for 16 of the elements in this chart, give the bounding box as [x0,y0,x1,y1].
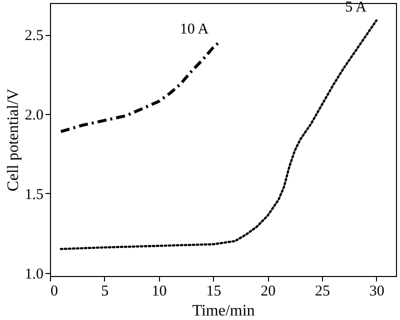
x-tick-label: 25 [315,284,330,300]
y-tick-label: 2.0 [24,108,44,124]
line-series [59,41,220,134]
x-tick-label: 5 [101,284,109,300]
y-tick-label: 1.0 [24,266,44,282]
series-label: 10 A [180,22,209,38]
x-tick-label: 15 [206,284,222,300]
y-tick-label: 2.5 [24,28,44,44]
line-series [60,19,378,250]
y-axis-title: Cell potential/V [4,88,22,192]
x-tick-label: 30 [369,284,384,300]
x-tick-label: 0 [50,284,58,300]
x-tick-label: 10 [152,284,167,300]
x-axis-title: Time/min [192,302,255,320]
y-tick-label: 1.5 [24,186,44,203]
x-tick-label: 20 [260,284,276,300]
